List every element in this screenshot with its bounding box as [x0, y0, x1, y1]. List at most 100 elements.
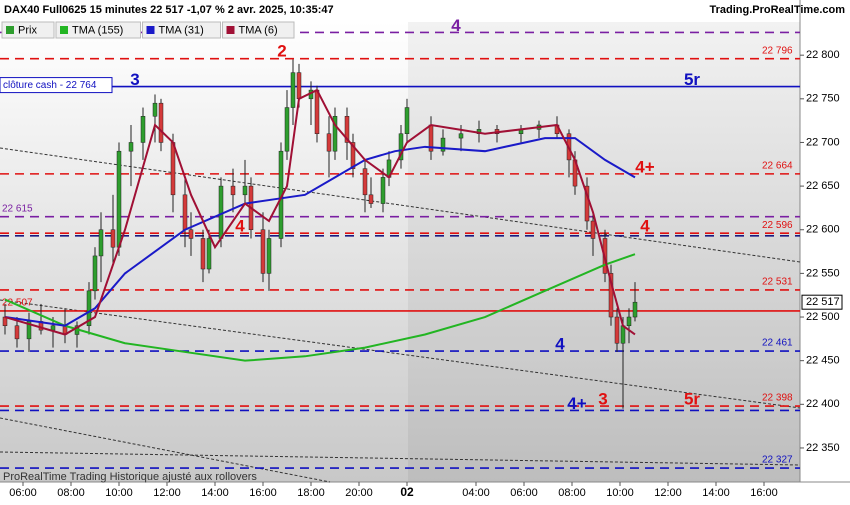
level-tag: clôture cash - 22 764 [3, 80, 97, 91]
level-label: 22 461 [762, 338, 793, 349]
legend-item-box [142, 21, 221, 39]
candle-body [188, 229, 194, 239]
candle-body [14, 325, 20, 340]
candle-body [332, 116, 338, 152]
level-note: 4 [555, 335, 565, 354]
candle-body [284, 107, 290, 152]
candle-body [116, 150, 122, 248]
x-tick-label: 06:00 [9, 487, 37, 499]
level-left-label: 22 615 [2, 203, 33, 214]
legend-label: TMA (6) [239, 24, 278, 36]
candle-body [260, 229, 266, 274]
x-tick-label: 16:00 [249, 487, 277, 499]
candle-body [590, 220, 596, 239]
candle-body [200, 238, 206, 270]
candle-body [626, 316, 632, 327]
candle-body [170, 142, 176, 196]
candle-body [404, 107, 410, 134]
peak-note: 2 [277, 41, 286, 60]
y-tick-label: 22 500 [806, 311, 840, 323]
trendline [0, 299, 801, 409]
candle-body [620, 325, 626, 344]
candle-body [380, 177, 386, 204]
level-note: 3 [130, 70, 139, 89]
y-tick-label: 22 550 [806, 267, 840, 279]
candle-body [218, 185, 224, 239]
x-tick-label: 14:00 [201, 487, 229, 499]
x-tick-label: 08:00 [558, 487, 586, 499]
legend-label: TMA (31) [159, 24, 204, 36]
candle-body [458, 133, 464, 139]
legend: Prix TMA (155) TMA (31) TMA (6) [1, 21, 295, 39]
candle-body [362, 168, 368, 196]
ma-line [4, 137, 636, 327]
chart-title: DAX40 Full0625 15 minutes 22 517 -1,07 %… [4, 4, 334, 16]
marks [2, 59, 638, 409]
candle-body [632, 301, 638, 318]
level-label: 22 796 [762, 45, 793, 56]
x-tick-label: 04:00 [462, 487, 490, 499]
level-left-label: 22 507 [2, 298, 33, 309]
y-tick-label: 22 700 [806, 136, 840, 148]
y-tick-label: 22 450 [806, 355, 840, 367]
candle-body [296, 72, 302, 100]
legend-item-box [222, 21, 295, 39]
candle-body [314, 89, 320, 134]
candle-body [128, 142, 134, 152]
y-tick-label: 22 800 [806, 49, 840, 61]
candle-body [326, 133, 332, 152]
candle-body [158, 102, 164, 143]
trendline [0, 417, 331, 483]
x-tick-label: 06:00 [510, 487, 538, 499]
x-tick-label: 16:00 [750, 487, 778, 499]
candle-body [50, 325, 56, 331]
footer: ProRealTime Trading Historique ajusté au… [3, 471, 257, 483]
candle-body [368, 194, 374, 204]
candle-body [86, 290, 92, 327]
x-tick-label: 18:00 [297, 487, 325, 499]
level-note: 5r [684, 390, 700, 409]
level-label: 22 531 [762, 277, 793, 288]
x-tick-label: 10:00 [606, 487, 634, 499]
level-note: 4+ [635, 157, 654, 176]
level-label: 22 596 [762, 220, 793, 231]
candle-body [92, 255, 98, 292]
legend-swatch [146, 26, 155, 34]
legend-swatch [6, 26, 14, 34]
level-tag-box [0, 77, 113, 94]
candle-body [98, 229, 104, 257]
candle-body [398, 133, 404, 161]
candle-body [152, 102, 158, 117]
x-tick-label: 12:00 [153, 487, 181, 499]
trendlines [0, 147, 801, 483]
legend-item-box [1, 21, 55, 39]
x-tick-label: 08:00 [57, 487, 85, 499]
candle-body [230, 185, 236, 196]
x-tick-label: 10:00 [105, 487, 133, 499]
level-note: 4 [235, 217, 245, 236]
candle-body [344, 116, 350, 143]
level-label: 22 398 [762, 393, 793, 404]
level-note: 4 [640, 217, 650, 236]
level-label: 22 664 [762, 161, 793, 172]
x-tick-label: 14:00 [702, 487, 730, 499]
x-tick-label: 20:00 [345, 487, 373, 499]
ma-line [4, 253, 636, 362]
y-tick-label: 22 600 [806, 224, 840, 236]
y-tick-label: 22 750 [806, 93, 840, 105]
y-tick-label: 22 400 [806, 398, 840, 410]
legend-item-box [55, 21, 141, 39]
last-price-box [801, 294, 843, 310]
candle-body [182, 194, 188, 230]
candle-body [206, 238, 212, 270]
ma-line [4, 88, 636, 336]
level-note: 3 [598, 390, 607, 409]
x-tick-label: 12:00 [654, 487, 682, 499]
candle-body [110, 229, 116, 248]
candle-body [350, 142, 356, 169]
candle-body [140, 116, 146, 143]
candle-body [242, 185, 248, 196]
legend-swatch [60, 26, 68, 34]
legend-label: Prix [18, 24, 37, 36]
